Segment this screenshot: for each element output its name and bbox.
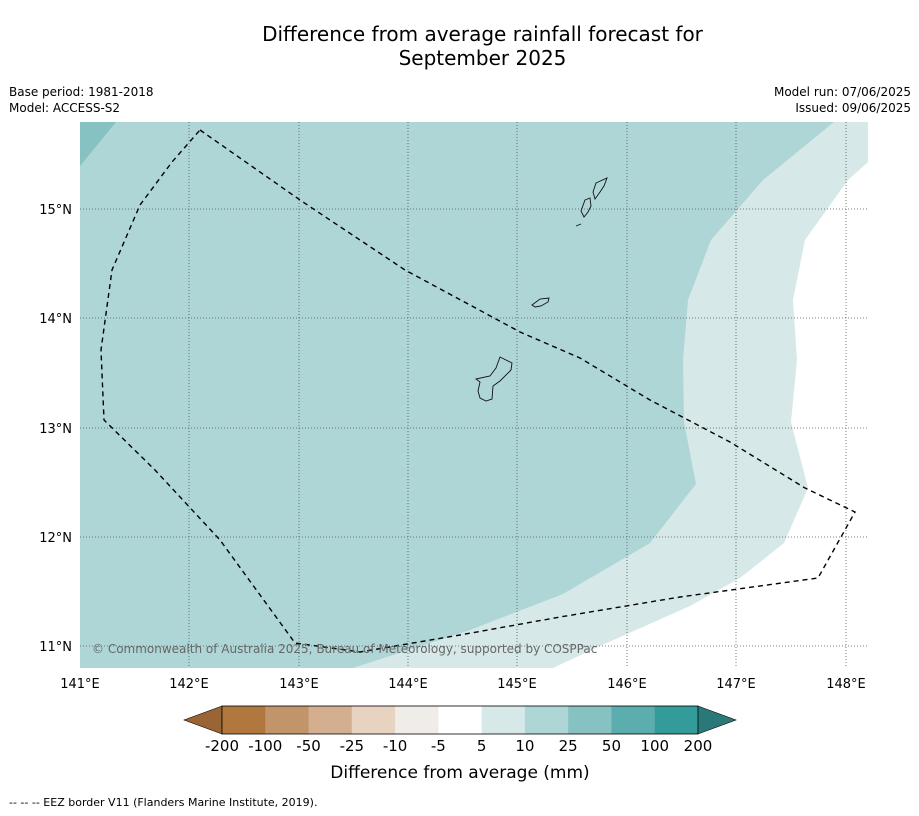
lon-label: 146°E [607, 677, 647, 692]
lat-label: 12°N [39, 531, 72, 546]
colorbar-tick-label: -5 [431, 737, 446, 755]
chart-title: Difference from average rainfall forecas… [0, 22, 919, 70]
issued-date: Issued: 09/06/2025 [795, 101, 911, 115]
footer-note: -- -- -- EEZ border V11 (Flanders Marine… [9, 796, 318, 809]
region-25-50mm [80, 122, 116, 166]
colorbar-tick-label: -200 [205, 737, 239, 755]
colorbar-segment [351, 706, 396, 734]
map-area: © Commonwealth of Australia 2025, Bureau… [80, 122, 868, 668]
colorbar-segment [481, 706, 526, 734]
lat-label: 15°N [39, 203, 72, 218]
lat-label: 14°N [39, 312, 72, 327]
region-10-25mm [80, 122, 834, 668]
colorbar-segment [438, 706, 483, 734]
lon-label: 142°E [169, 677, 209, 692]
colorbar-segment [308, 706, 353, 734]
eez-border [100, 129, 856, 653]
islands [474, 177, 608, 402]
meta-right: Model run: 07/06/2025 Issued: 09/06/2025 [774, 84, 911, 116]
colorbar-segment [654, 706, 699, 734]
colorbar-tick-label: 100 [640, 737, 669, 755]
colorbar-tick-label: 10 [515, 737, 534, 755]
island-aguijan [575, 223, 582, 227]
colorbar-tick-label: -10 [383, 737, 408, 755]
model-run: Model run: 07/06/2025 [773, 85, 911, 99]
model-name: Model: ACCESS-S2 [9, 101, 121, 115]
colorbar-tick-label: 25 [559, 737, 578, 755]
island-guam [474, 356, 513, 402]
lat-labels: 15°N 14°N 13°N 12°N 11°N [39, 203, 72, 655]
lon-label: 147°E [716, 677, 756, 692]
colorbar-segment [568, 706, 612, 734]
colorbar-segment [265, 706, 310, 734]
meta-left: Base period: 1981-2018 Model: ACCESS-S2 [9, 84, 154, 116]
colorbar-tick-label: -25 [340, 737, 365, 755]
colorbar-tick-label: 50 [602, 737, 621, 755]
island-saipan [592, 177, 608, 201]
graticule [80, 122, 868, 668]
colorbar-segment [222, 706, 266, 734]
colorbar-frame [221, 705, 699, 735]
colorbar-title: Difference from average (mm) [330, 763, 589, 783]
lon-label: 148°E [826, 677, 866, 692]
colorbar-segment [524, 706, 569, 734]
colorbar-min-arrow [183, 705, 223, 735]
colorbar [183, 705, 737, 735]
lon-label: 145°E [497, 677, 537, 692]
colorbar-max-arrow [697, 705, 737, 735]
lon-label: 141°E [60, 677, 100, 692]
colorbar-tick-label: -50 [296, 737, 321, 755]
lat-label: 13°N [39, 422, 72, 437]
copyright-text: © Commonwealth of Australia 2025, Bureau… [92, 642, 597, 656]
title-line-2: September 2025 [398, 46, 567, 70]
island-tinian [580, 197, 592, 218]
base-period: Base period: 1981-2018 [9, 85, 154, 99]
lat-label: 11°N [39, 640, 72, 655]
colorbar-tick-label: 200 [684, 737, 713, 755]
island-rota [531, 297, 550, 308]
colorbar-tick-label: -100 [248, 737, 282, 755]
lon-labels: 141°E 142°E 143°E 144°E 145°E 146°E 147°… [60, 677, 866, 692]
lon-label: 143°E [279, 677, 319, 692]
colorbar-segment [395, 706, 439, 734]
colorbar-tick-label: 5 [477, 737, 487, 755]
title-line-1: Difference from average rainfall forecas… [262, 22, 703, 46]
colorbar-ticks: -200 -100 -50 -25 -10 -5 5 10 25 50 100 200 [205, 737, 712, 755]
lon-label: 144°E [388, 677, 428, 692]
colorbar-segment [611, 706, 656, 734]
